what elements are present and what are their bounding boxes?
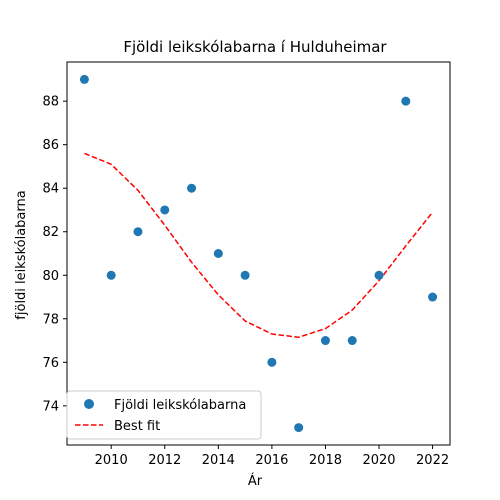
best-fit-line [84, 152, 434, 339]
data-point [240, 270, 250, 280]
data-point [401, 96, 411, 106]
legend: Fjöldi leikskólabarna Best fit [66, 390, 262, 440]
data-point [187, 183, 197, 193]
y-tick-label: 82 [42, 225, 59, 240]
data-point [294, 423, 304, 433]
legend-box [66, 390, 262, 440]
x-tick-label: 2014 [202, 453, 235, 468]
y-axis-label: fjöldi leikskólabarna [14, 190, 29, 319]
x-tick-label: 2016 [255, 453, 288, 468]
x-tick-label: 2020 [362, 453, 395, 468]
x-tick-label: 2010 [95, 453, 128, 468]
data-point [428, 292, 438, 302]
data-point [106, 270, 116, 280]
plot-frame [66, 61, 451, 446]
y-tick-label: 88 [42, 95, 59, 110]
x-axis-label: Ár [248, 473, 263, 489]
data-point [347, 336, 357, 346]
plot-area [79, 74, 438, 433]
data-point [79, 74, 89, 84]
y-tick-label: 80 [42, 269, 59, 284]
data-point [374, 270, 384, 280]
data-point [320, 336, 330, 346]
data-point [160, 205, 170, 215]
y-tick-label: 86 [42, 138, 59, 153]
x-tick-label: 2012 [148, 453, 181, 468]
legend-marker-scatter [84, 399, 94, 409]
data-point [267, 357, 277, 367]
legend-label-scatter: Fjöldi leikskólabarna [114, 398, 246, 413]
y-tick-label: 78 [42, 312, 59, 327]
y-tick-label: 74 [42, 399, 59, 414]
y-tick-label: 84 [42, 182, 59, 197]
data-point [133, 227, 143, 237]
y-axis: 74 76 78 80 82 84 86 88 [42, 95, 67, 414]
legend-label-best-fit: Best fit [114, 419, 160, 434]
data-point [213, 249, 223, 258]
y-tick-label: 76 [42, 356, 59, 371]
x-tick-label: 2018 [309, 453, 342, 468]
x-axis: 2010 2012 2014 2016 2018 2020 2022 [95, 445, 449, 468]
chart-title: Fjöldi leikskólabarna í Hulduheimar [123, 38, 387, 56]
x-tick-label: 2022 [416, 453, 449, 468]
